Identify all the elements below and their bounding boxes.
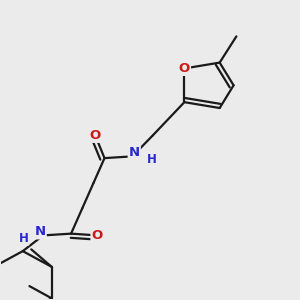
Text: H: H	[19, 232, 28, 245]
Text: N: N	[129, 146, 140, 159]
Text: O: O	[90, 129, 101, 142]
Text: N: N	[35, 225, 46, 239]
Text: O: O	[179, 62, 190, 75]
Text: H: H	[147, 153, 157, 166]
Text: O: O	[92, 229, 103, 242]
